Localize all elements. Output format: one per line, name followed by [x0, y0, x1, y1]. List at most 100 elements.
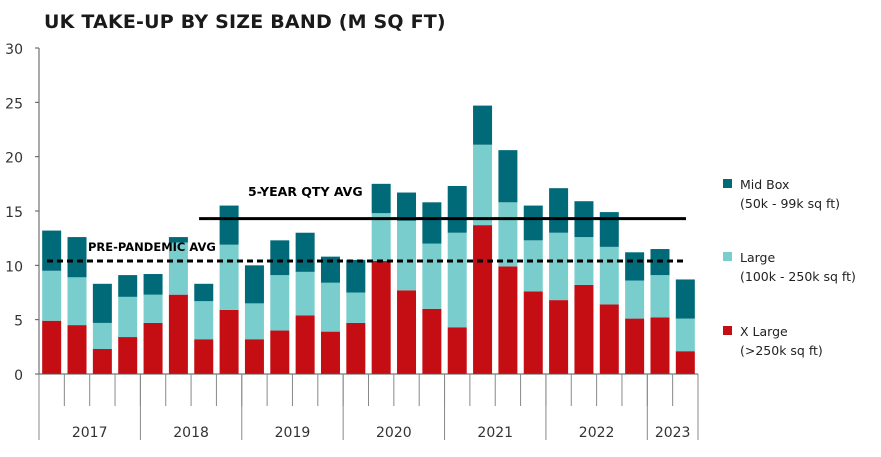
bar-segment-large — [346, 292, 366, 323]
bar-segment-large — [67, 277, 87, 326]
y-tick-label: 10 — [5, 259, 23, 275]
bar-segment-large — [168, 242, 188, 295]
bar-segment-x-large — [549, 300, 569, 374]
year-label-2017: 2017 — [72, 425, 108, 441]
bar-segment-large — [42, 270, 62, 321]
bar-segment-x-large — [219, 309, 239, 374]
bar-segment-large — [675, 318, 695, 352]
legend-item-x-large: X Large (>250k sq ft) — [723, 322, 823, 360]
bar-segment-large — [625, 280, 645, 319]
legend-label-mid-box: Mid Box — [740, 177, 790, 192]
bar-segment-large — [371, 213, 391, 261]
bar-segment-large — [574, 237, 594, 285]
bar-segment-mid-box — [371, 183, 391, 214]
bar-segment-large — [549, 232, 569, 301]
five-year-avg-label: 5-YEAR QTY AVG — [248, 184, 363, 199]
bar-segment-large — [143, 294, 163, 323]
bar-segment-mid-box — [118, 275, 138, 297]
bar-segment-mid-box — [346, 259, 366, 293]
year-label-2021: 2021 — [477, 425, 513, 441]
bar-segment-mid-box — [549, 188, 569, 233]
y-tick-label: 20 — [5, 151, 23, 167]
bar-segment-x-large — [67, 325, 87, 374]
bar-segment-mid-box — [92, 283, 112, 323]
bar-segment-large — [599, 246, 619, 305]
bar-segment-large — [219, 244, 239, 310]
bar-segment-x-large — [498, 266, 518, 374]
bar-segment-mid-box — [397, 192, 417, 221]
bar-segment-x-large — [92, 349, 112, 374]
bar-segment-mid-box — [244, 265, 264, 304]
bar-segment-large — [118, 296, 138, 338]
bar-segment-x-large — [118, 337, 138, 374]
chart-title: UK TAKE-UP BY SIZE BAND (M SQ FT) — [44, 11, 446, 33]
year-label-2020: 2020 — [376, 425, 412, 441]
legend-item-large: Large (100k - 250k sq ft) — [723, 248, 856, 286]
bar-segment-mid-box — [194, 283, 214, 302]
bar-segment-mid-box — [473, 105, 493, 145]
bar-segment-large — [320, 282, 340, 332]
bar-segment-mid-box — [295, 232, 315, 272]
bar-segment-x-large — [371, 260, 391, 374]
bar-segment-mid-box — [320, 256, 340, 283]
bar-segment-mid-box — [675, 279, 695, 319]
bar-segment-x-large — [675, 351, 695, 374]
year-label-2022: 2022 — [579, 425, 615, 441]
bar-segment-large — [650, 275, 670, 318]
legend-sub-x-large: (>250k sq ft) — [740, 343, 823, 358]
bar-segment-mid-box — [523, 205, 543, 241]
bar-segment-large — [422, 243, 442, 309]
bar-segment-x-large — [650, 317, 670, 374]
year-label-2023: 2023 — [655, 425, 691, 441]
bar-segment-mid-box — [67, 237, 87, 278]
bar-segment-x-large — [422, 308, 442, 374]
y-tick-label: 25 — [5, 96, 23, 112]
bar-segment-x-large — [168, 294, 188, 374]
bar-segment-x-large — [194, 339, 214, 374]
bar-segment-large — [498, 202, 518, 267]
bar-segment-x-large — [42, 320, 62, 374]
legend-swatch-mid-box — [723, 179, 732, 188]
legend-sub-mid-box: (50k - 99k sq ft) — [740, 196, 840, 211]
bar-segment-large — [397, 220, 417, 291]
bar-segment-large — [295, 271, 315, 316]
bar-segment-mid-box — [498, 150, 518, 203]
y-tick-label: 15 — [5, 205, 23, 221]
bar-segment-x-large — [625, 318, 645, 374]
bar-segment-x-large — [447, 327, 467, 374]
bar-segment-large — [194, 301, 214, 340]
legend-sub-large: (100k - 250k sq ft) — [740, 269, 856, 284]
bar-segment-mid-box — [599, 212, 619, 247]
bar-segment-mid-box — [270, 240, 290, 276]
bar-segment-x-large — [346, 322, 366, 374]
bar-segment-mid-box — [143, 274, 163, 295]
bar-segment-mid-box — [422, 202, 442, 244]
bar-segment-large — [447, 232, 467, 328]
y-tick-label: 5 — [14, 314, 23, 330]
bar-segment-x-large — [295, 315, 315, 374]
pre-pandemic-avg-label: PRE-PANDEMIC AVG — [88, 240, 216, 254]
bar-segment-mid-box — [168, 237, 188, 243]
year-label-2018: 2018 — [173, 425, 209, 441]
legend-label-large: Large — [740, 250, 776, 265]
bar-segment-x-large — [599, 304, 619, 374]
y-tick-label: 30 — [5, 42, 23, 58]
bar-segment-mid-box — [219, 205, 239, 245]
bar-segment-mid-box — [447, 186, 467, 233]
year-label-2019: 2019 — [275, 425, 311, 441]
legend-label-x-large: X Large — [740, 324, 788, 339]
legend-swatch-large — [723, 252, 732, 261]
bar-segment-large — [473, 144, 493, 226]
bar-segment-mid-box — [625, 252, 645, 281]
bar-segment-x-large — [473, 225, 493, 374]
bar-segment-large — [92, 322, 112, 350]
bar-segment-x-large — [320, 331, 340, 374]
bar-segment-large — [523, 240, 543, 292]
legend-swatch-x-large — [723, 326, 732, 335]
bar-segment-x-large — [143, 322, 163, 374]
bar-segment-x-large — [574, 284, 594, 374]
bar-segment-mid-box — [42, 230, 62, 271]
bar-segment-x-large — [397, 290, 417, 374]
bar-segment-x-large — [523, 291, 543, 374]
